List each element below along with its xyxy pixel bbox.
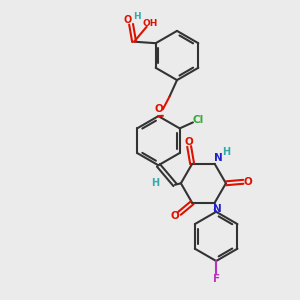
Text: Cl: Cl (193, 115, 204, 125)
Text: O: O (123, 15, 131, 26)
Text: N: N (214, 153, 223, 163)
Text: F: F (213, 274, 220, 284)
Text: O: O (154, 104, 163, 114)
Text: H: H (133, 12, 141, 21)
Text: O: O (171, 211, 179, 221)
Text: N: N (213, 204, 221, 214)
Text: H: H (151, 178, 160, 188)
Text: O: O (185, 137, 194, 147)
Text: OH: OH (142, 19, 158, 28)
Text: H: H (222, 147, 230, 158)
Text: O: O (243, 177, 252, 187)
